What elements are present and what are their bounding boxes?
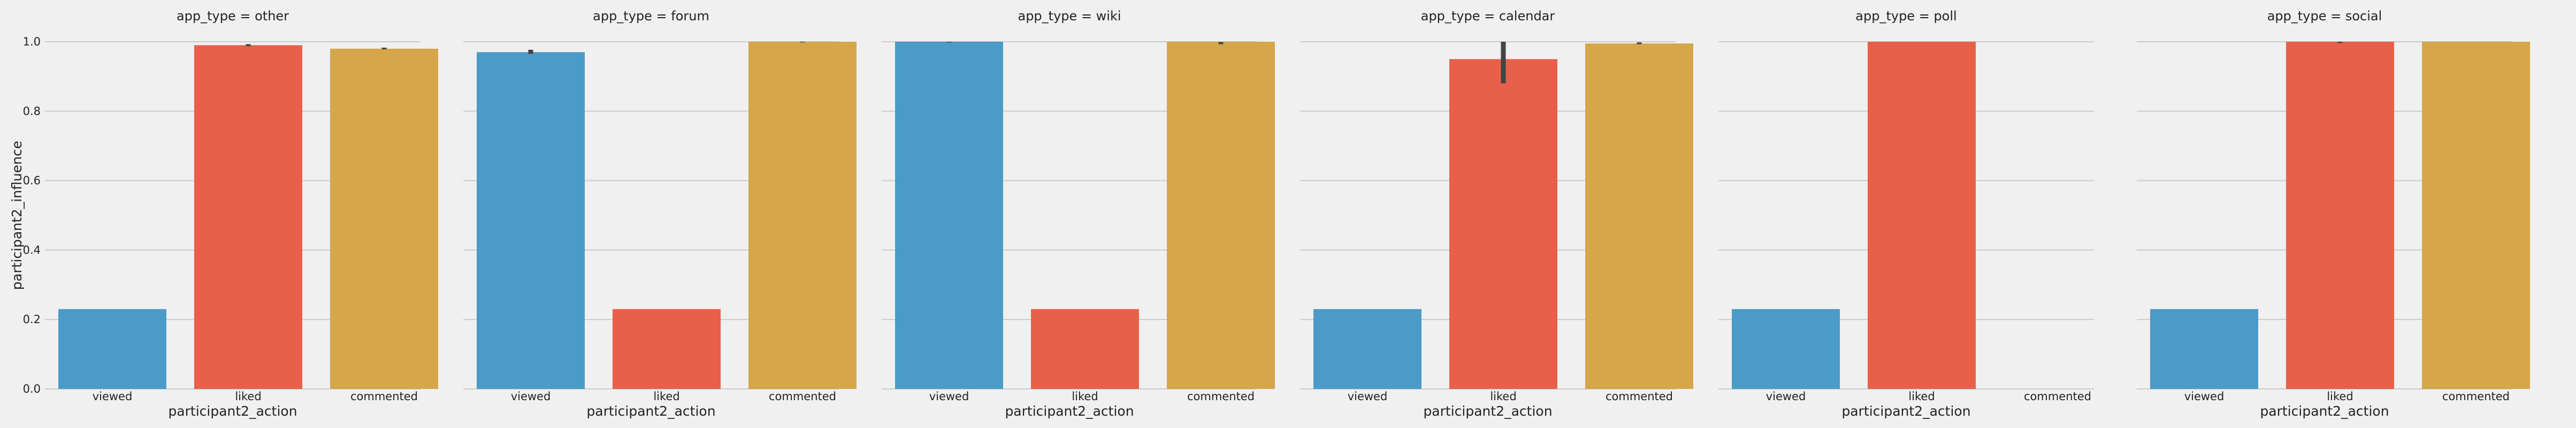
x-tick-label: viewed (1348, 390, 1388, 403)
x-tick-label: commented (2442, 390, 2510, 403)
bar-wiki-viewed (895, 42, 1003, 389)
x-axis-label: participant2_action (2260, 403, 2389, 419)
x-tick-label: liked (1490, 390, 1516, 403)
facet-title: app_type = forum (593, 9, 709, 24)
facet-title: app_type = wiki (1018, 9, 1121, 24)
x-tick-label: viewed (1766, 390, 1806, 403)
bar-social-liked (2286, 42, 2394, 389)
x-tick-label: liked (2327, 390, 2353, 403)
bar-poll-viewed (1732, 309, 1840, 389)
x-tick-label: viewed (2184, 390, 2225, 403)
x-axis-label: participant2_action (586, 403, 715, 419)
x-tick-label: commented (1606, 390, 1673, 403)
bar-wiki-commented (1167, 42, 1275, 389)
bar-forum-liked (613, 309, 721, 389)
x-axis-label: participant2_action (168, 403, 297, 419)
facet-title: app_type = calendar (1421, 9, 1555, 24)
bar-other-commented (330, 48, 438, 389)
bar-calendar-commented (1585, 43, 1693, 389)
bar-forum-viewed (477, 52, 585, 389)
bar-other-viewed (58, 309, 166, 389)
x-tick-label: commented (2024, 390, 2091, 403)
facet-title: app_type = poll (1855, 9, 1956, 24)
x-axis-label: participant2_action (1005, 403, 1134, 419)
x-tick-label: commented (1187, 390, 1255, 403)
bar-forum-commented (748, 42, 857, 389)
y-tick-label: 0.6 (23, 174, 41, 187)
facet-title: app_type = other (177, 9, 289, 24)
x-axis-label: participant2_action (1423, 403, 1552, 419)
bar-social-commented (2422, 42, 2530, 389)
bar-wiki-liked (1031, 309, 1139, 389)
y-tick-label: 0.0 (23, 383, 41, 395)
y-axis-label: participant2_influence (9, 141, 25, 290)
x-tick-label: commented (350, 390, 418, 403)
facet-title: app_type = social (2267, 9, 2382, 24)
y-tick-label: 0.2 (23, 313, 41, 326)
x-tick-label: liked (1908, 390, 1935, 403)
x-axis-label: participant2_action (1841, 403, 1970, 419)
y-tick-label: 0.8 (23, 105, 41, 118)
x-tick-label: commented (769, 390, 836, 403)
bar-social-viewed (2150, 309, 2258, 389)
bar-calendar-viewed (1313, 309, 1421, 389)
x-tick-label: liked (1072, 390, 1098, 403)
x-tick-label: liked (653, 390, 679, 403)
x-tick-label: liked (235, 390, 261, 403)
x-tick-label: viewed (93, 390, 133, 403)
x-tick-label: viewed (929, 390, 969, 403)
y-tick-label: 0.4 (23, 243, 41, 256)
y-tick-label: 1.0 (23, 35, 41, 48)
x-tick-label: viewed (511, 390, 551, 403)
bar-poll-liked (1868, 42, 1976, 389)
bar-calendar-liked (1449, 59, 1557, 389)
bar-other-liked (194, 45, 302, 389)
